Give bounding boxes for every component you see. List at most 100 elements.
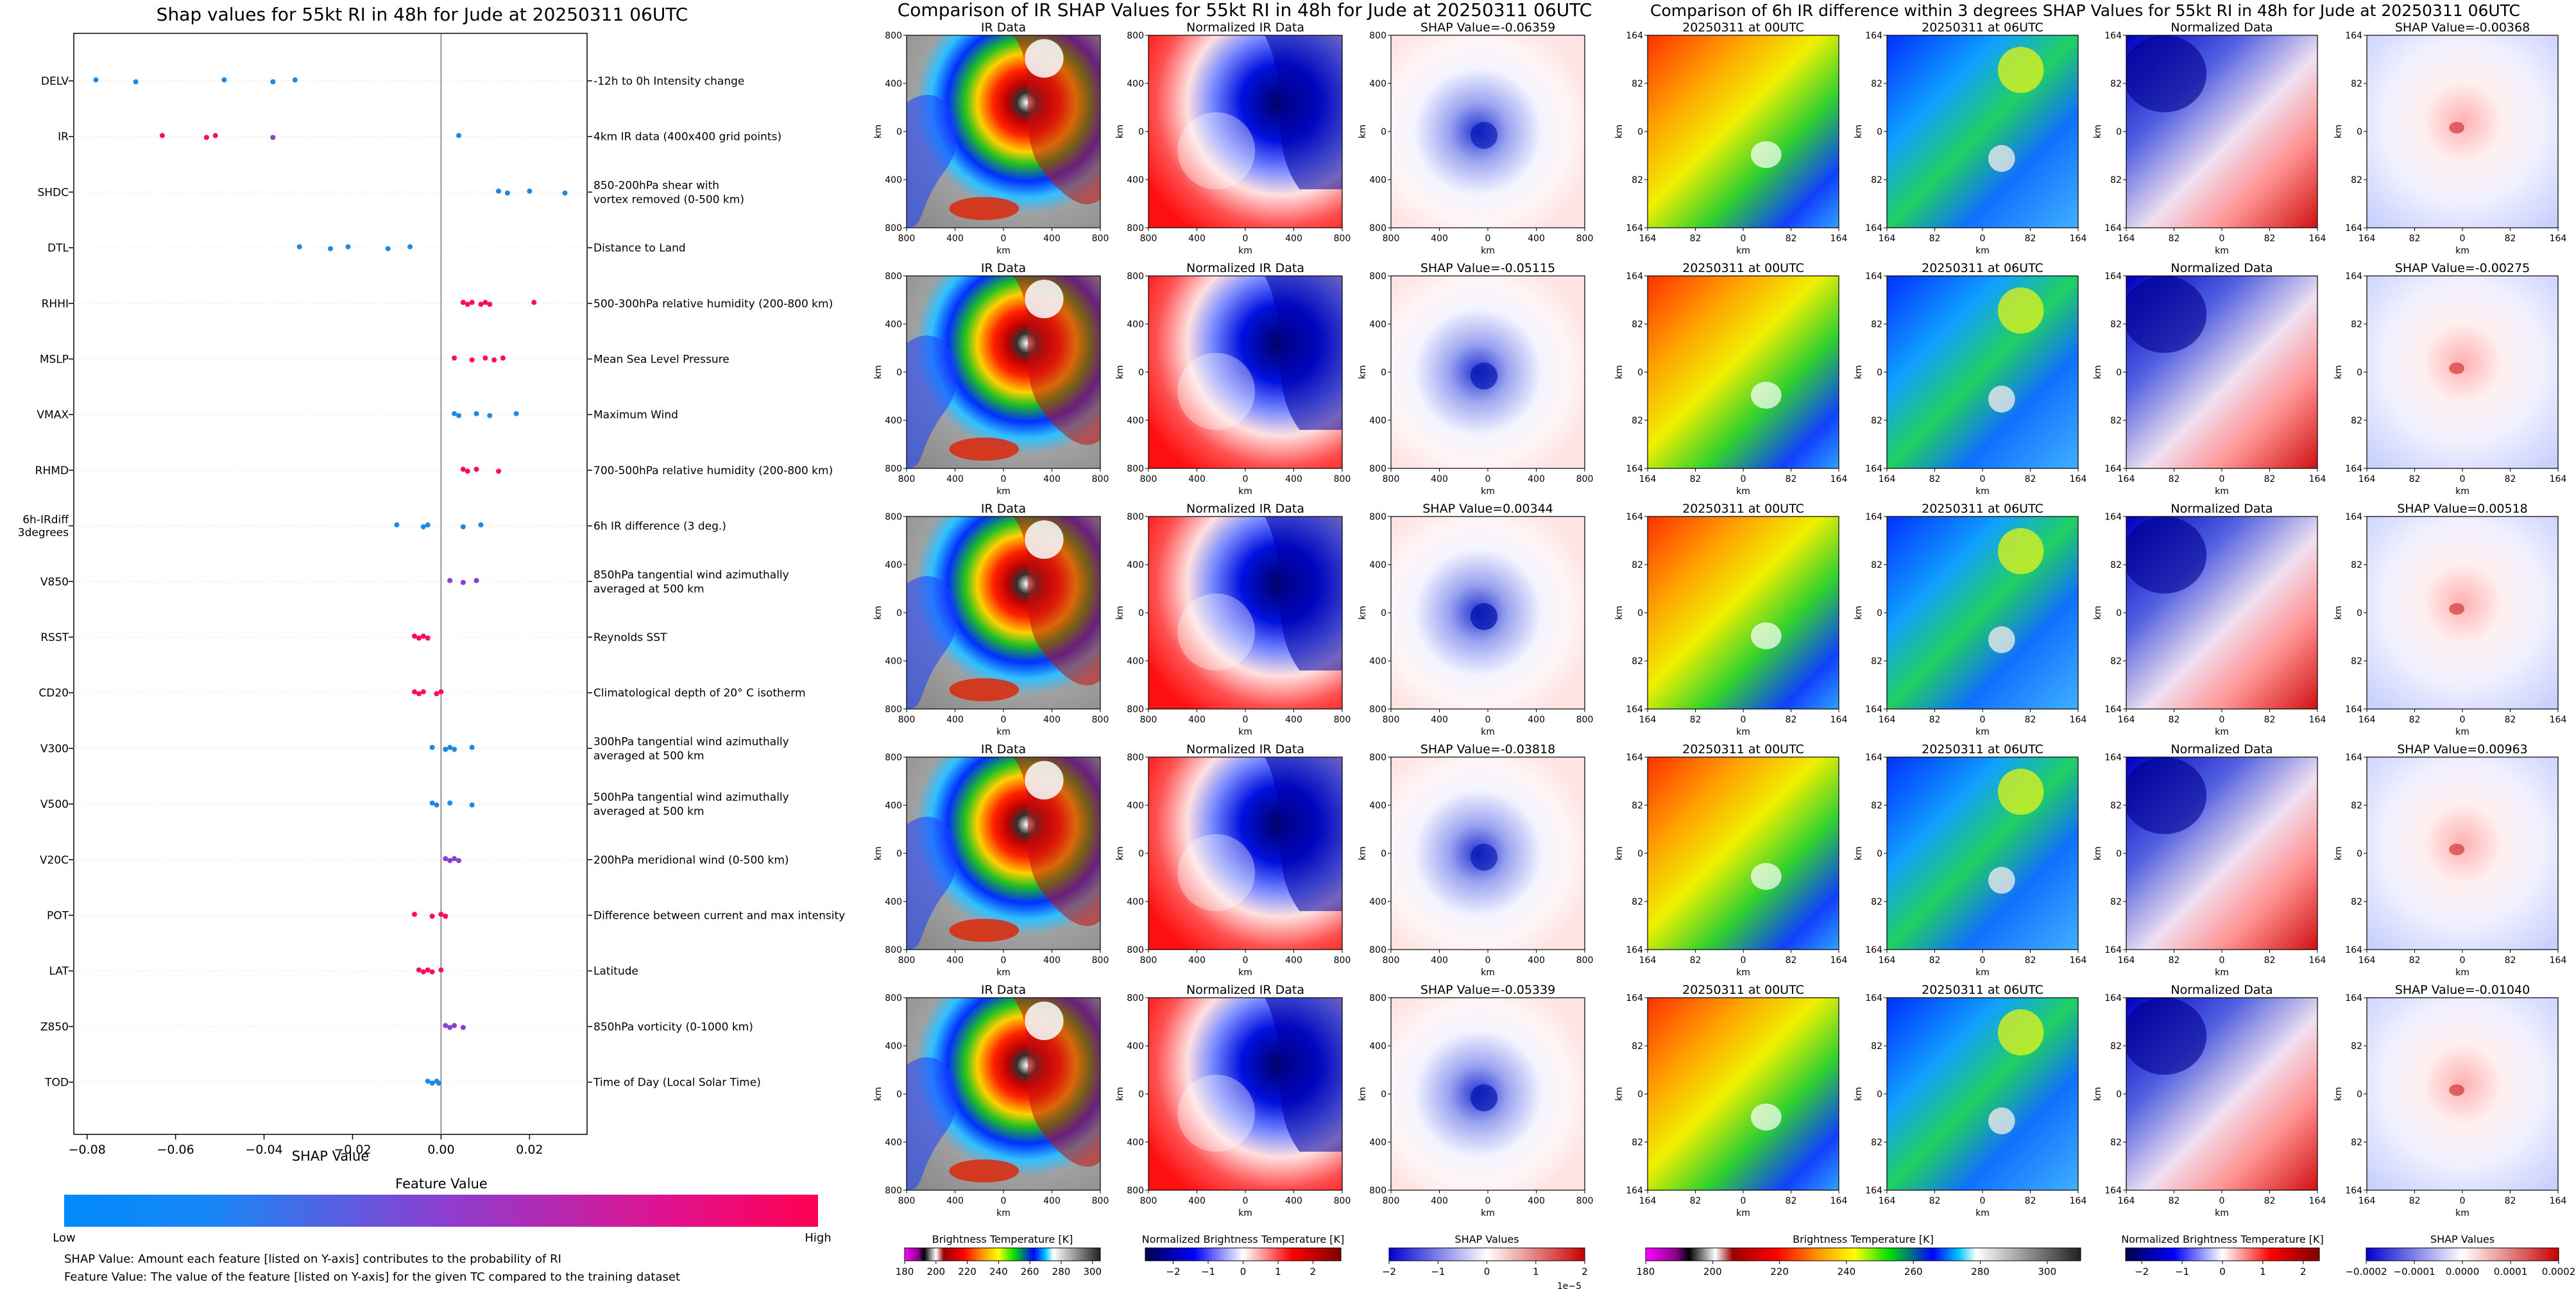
shap-point — [456, 413, 461, 418]
y-tick-label: 0 — [2357, 608, 2362, 619]
y-tick-label: 0 — [2357, 368, 2362, 378]
x-tick-label: 400 — [946, 234, 964, 244]
y-tick-label: 164 — [1626, 512, 1643, 522]
colorbar-tick-label: 280 — [1971, 1266, 1990, 1277]
colorbar-label: Brightness Temperature [K] — [1793, 1233, 1934, 1245]
subplot-title: IR Data — [981, 502, 1026, 516]
shap-point — [456, 858, 461, 864]
x-tick-label: 0 — [2460, 1196, 2466, 1206]
colorbar-tick-label: −2 — [1382, 1266, 1396, 1277]
x-tick-label: 400 — [1188, 1196, 1206, 1206]
x-tick-label: 82 — [1690, 955, 1702, 966]
y-tick-label: 82 — [1871, 560, 1882, 570]
shap-point — [159, 133, 165, 139]
dshap-image — [2367, 276, 2558, 468]
x-tick-label: 800 — [1383, 474, 1400, 484]
y-tick-label: 82 — [1632, 897, 1643, 907]
x-tick-label: 0 — [2460, 955, 2466, 966]
shap-point — [473, 577, 479, 583]
y-axis-label: km — [1115, 365, 1125, 379]
ir-image — [907, 35, 1100, 228]
x-tick-label: 0 — [1741, 955, 1746, 966]
x-tick-label: 164 — [1879, 715, 1896, 725]
y-tick-label: 0 — [1877, 1089, 1882, 1100]
colorbar-tick-label: 280 — [1052, 1266, 1071, 1277]
x-tick-label: 800 — [1383, 1196, 1400, 1206]
subplot-title: Normalized IR Data — [1186, 261, 1304, 275]
x-tick-label: 400 — [1528, 1196, 1545, 1206]
colorbar-tick-label: 220 — [958, 1266, 977, 1277]
shap-point — [452, 856, 457, 862]
shap-point — [212, 133, 218, 139]
subplot-title: SHAP Value=-0.01040 — [2395, 983, 2530, 997]
x-tick-label: 164 — [1639, 1196, 1657, 1206]
x-tick-label: 400 — [1431, 474, 1448, 484]
feature-description: 700-500hPa relative humidity (200-800 km… — [593, 465, 833, 477]
x-tick-label: 800 — [1140, 715, 1157, 725]
x-tick-label: 82 — [1929, 715, 1941, 725]
x-tick-label: 82 — [2025, 715, 2036, 725]
d06-image — [1887, 276, 2078, 468]
colorbar-low-label: Low — [53, 1231, 75, 1245]
feature-code-label: RHHI — [42, 298, 69, 311]
x-tick-label: 82 — [1690, 234, 1702, 244]
y-tick-label: 0 — [1138, 849, 1144, 859]
shap-point — [385, 246, 391, 252]
dnorm-image — [2126, 998, 2317, 1190]
y-tick-label: 800 — [1369, 704, 1386, 715]
y-tick-label: 82 — [1871, 1041, 1882, 1052]
shap-point — [412, 689, 418, 695]
y-tick-label: 0 — [2116, 368, 2122, 378]
x-tick-label: 400 — [946, 955, 964, 966]
y-tick-label: 400 — [1369, 560, 1386, 570]
x-tick-label: 400 — [1285, 715, 1302, 725]
y-tick-label: 800 — [1127, 704, 1144, 715]
y-tick-label: 164 — [2104, 993, 2122, 1003]
x-tick-label: 0 — [2219, 474, 2225, 484]
dshap-image — [2367, 757, 2558, 950]
y-axis-label: km — [1115, 124, 1125, 139]
x-tick-label: 0.02 — [516, 1143, 543, 1157]
x-tick-label: 82 — [2169, 474, 2180, 484]
x-tick-label: 82 — [2169, 955, 2180, 966]
x-axis-label: km — [1736, 486, 1750, 497]
shap-summary-panel: Shap values for 55kt RI in 48h for Jude … — [18, 4, 845, 1284]
y-tick-label: 164 — [2345, 223, 2362, 234]
x-tick-label: 0 — [1243, 715, 1249, 725]
y-tick-label: 800 — [1369, 271, 1386, 282]
shap-point — [447, 858, 453, 864]
x-tick-label: 82 — [2264, 955, 2276, 966]
y-tick-label: 800 — [885, 993, 902, 1003]
y-tick-label: 400 — [1369, 897, 1386, 907]
shap-point — [438, 689, 444, 695]
y-tick-label: 400 — [1369, 1041, 1386, 1052]
y-tick-label: 400 — [1127, 1138, 1144, 1148]
x-axis-label: km — [1975, 1208, 1990, 1218]
feature-code-label: V850 — [40, 576, 69, 588]
x-axis-label: km — [2215, 486, 2229, 497]
irnorm-image — [1148, 35, 1342, 228]
y-tick-label: 400 — [885, 801, 902, 811]
x-tick-label: 82 — [1786, 234, 1797, 244]
x-tick-label: 0 — [1001, 474, 1007, 484]
y-axis-label: km — [1614, 846, 1625, 860]
feature-description: Difference between current and max inten… — [593, 910, 845, 923]
x-tick-label: 82 — [2409, 234, 2421, 244]
x-tick-label: 0 — [1485, 234, 1491, 244]
shap-title: Shap values for 55kt RI in 48h for Jude … — [157, 4, 688, 25]
y-tick-label: 82 — [2110, 416, 2122, 426]
x-axis-label: km — [1238, 727, 1252, 737]
shap-point — [452, 1023, 457, 1029]
x-axis-label: km — [996, 727, 1011, 737]
shap-point — [416, 635, 422, 641]
subplot-title: IR Data — [981, 261, 1026, 275]
x-tick-label: 0 — [1485, 474, 1491, 484]
x-tick-label: 164 — [2550, 955, 2567, 966]
x-tick-label: 82 — [2409, 715, 2421, 725]
x-tick-label: 0 — [1485, 715, 1491, 725]
y-tick-label: 82 — [2351, 1138, 2362, 1148]
y-tick-label: 164 — [2104, 512, 2122, 522]
colorbar-tick-label: −2 — [1166, 1266, 1181, 1277]
x-tick-label: 0 — [1741, 234, 1746, 244]
colorbar-tick-label: 2 — [1582, 1266, 1588, 1277]
